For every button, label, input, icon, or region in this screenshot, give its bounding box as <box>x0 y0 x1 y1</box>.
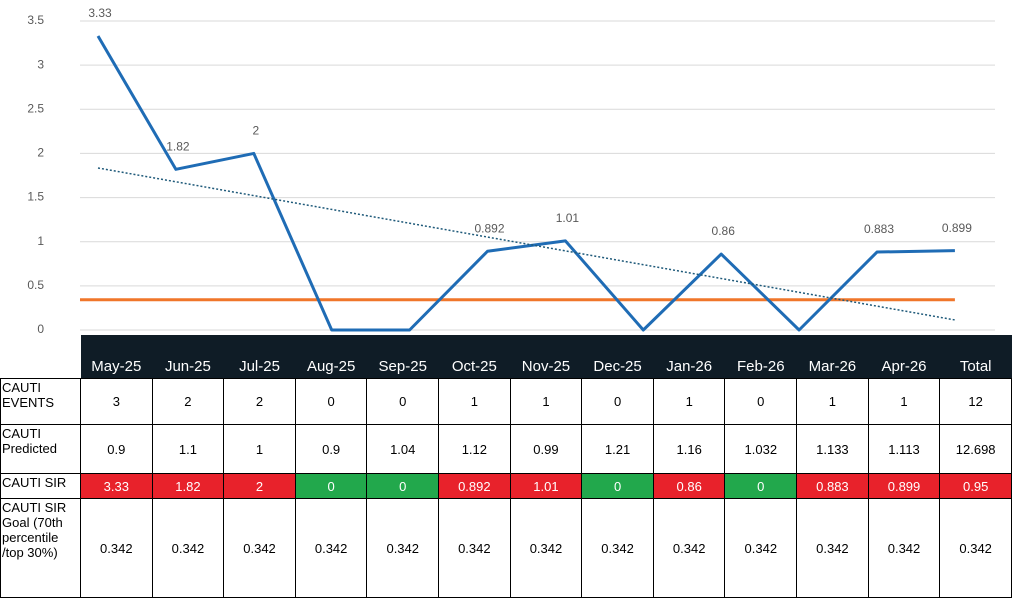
column-header: Oct-25 <box>438 335 511 379</box>
table-cell: 0.342 <box>223 498 296 598</box>
table-cell: 0.9 <box>80 424 153 474</box>
column-header: Feb-26 <box>724 335 797 379</box>
column-header: Jun-25 <box>152 335 224 379</box>
header-row: May-25 Jun-25 Jul-25 Aug-25 Sep-25 Oct-25 Nov-… <box>1 335 1012 379</box>
column-header: Jul-25 <box>223 335 296 379</box>
table-cell: 0.342 <box>939 498 1012 598</box>
y-tick-label: 2 <box>37 146 44 160</box>
series-line <box>96 35 955 332</box>
table-cell: 0.342 <box>796 498 869 598</box>
data-label: 0.899 <box>942 221 972 235</box>
table-cell: 0.342 <box>724 498 798 598</box>
table-cell: 1 <box>867 378 941 425</box>
column-header: Jan-26 <box>653 335 725 379</box>
table-row: CAUTI SIR 3.33 1.82 2 0 0 0.892 1.01 0 0.86 0 0.883… <box>0 473 1012 499</box>
table-cell: 0 <box>581 473 654 499</box>
row-label: CAUTI Predicted <box>0 424 81 474</box>
table-cell: 0.99 <box>509 424 583 474</box>
y-tick-label: 1.5 <box>27 190 44 204</box>
row-label: CAUTI SIR <box>0 473 81 499</box>
column-header: Dec-25 <box>581 335 654 379</box>
data-label: 1.01 <box>556 211 580 225</box>
column-header: Aug-25 <box>295 335 367 379</box>
table-cell: 12.698 <box>939 424 1012 474</box>
table-cell: 2 <box>223 378 296 425</box>
table-cell: 1.032 <box>724 424 798 474</box>
table-cell: 1 <box>509 378 583 425</box>
table-cell: 0.899 <box>867 473 941 499</box>
table-cell: 2 <box>151 378 225 425</box>
table-cell: 0.95 <box>939 473 1012 499</box>
table-cell: 0 <box>366 473 440 499</box>
table-cell: 0.86 <box>652 473 726 499</box>
y-tick-label: 2.5 <box>27 101 44 115</box>
table-cell: 0 <box>724 378 798 425</box>
column-header: Sep-25 <box>366 335 439 379</box>
table-cell: 0 <box>294 473 368 499</box>
table-cell: 1 <box>438 378 511 425</box>
data-label: 0.892 <box>474 221 504 235</box>
table-cell: 0.342 <box>581 498 654 598</box>
table-cell: 1.16 <box>652 424 726 474</box>
data-label: 3.33 <box>88 6 112 20</box>
column-header: Mar-26 <box>796 335 869 379</box>
table-cell: 0.342 <box>867 498 941 598</box>
table-cell: 1.12 <box>438 424 511 474</box>
table-row: CAUTI SIR Goal (70th percentile /top 30%… <box>0 498 1012 598</box>
chart: 0 0.5 1 1.5 2 2.5 3 3.5 3.33 1.82 2 0.892 1.01 0.86 0.… <box>27 6 995 336</box>
data-table: May-25 Jun-25 Jul-25 Aug-25 Sep-25 Oct-25 Nov-… <box>0 335 1012 598</box>
column-header: May-25 <box>80 335 153 379</box>
table-cell: 0.342 <box>509 498 583 598</box>
table-cell: 1.21 <box>581 424 654 474</box>
table-cell: 2 <box>223 473 296 499</box>
table-cell: 1 <box>652 378 726 425</box>
table-cell: 1.133 <box>796 424 869 474</box>
table-cell: 3 <box>80 378 153 425</box>
data-label: 0.86 <box>712 224 736 238</box>
table-cell: 0.342 <box>652 498 726 598</box>
table-cell: 0 <box>366 378 440 425</box>
table-cell: 1.1 <box>151 424 225 474</box>
y-tick-label: 3 <box>37 57 44 71</box>
table-cell: 0.342 <box>438 498 511 598</box>
column-header: Apr-26 <box>868 335 940 379</box>
row-label: CAUTI EVENTS <box>0 378 81 425</box>
y-tick-label: 1 <box>37 234 44 248</box>
data-label: 2 <box>252 124 259 138</box>
column-header: Total <box>939 335 1012 379</box>
table-cell: 0.892 <box>438 473 511 499</box>
y-tick-label: 0.5 <box>27 278 44 292</box>
table-cell: 0 <box>724 473 798 499</box>
column-header: Nov-25 <box>510 335 582 379</box>
table-cell: 0.342 <box>366 498 440 598</box>
table-cell: 0.9 <box>294 424 368 474</box>
table-cell: 1.04 <box>366 424 440 474</box>
table-cell: 1.82 <box>151 473 225 499</box>
table-cell: 1.01 <box>509 473 583 499</box>
table-cell: 0 <box>581 378 654 425</box>
y-tick-label: 3.5 <box>27 13 44 27</box>
data-label: 0.883 <box>864 222 894 236</box>
table-cell: 3.33 <box>80 473 153 499</box>
row-label: CAUTI SIR Goal (70th percentile /top 30%… <box>0 498 81 598</box>
table-cell: 1.113 <box>867 424 941 474</box>
table-cell: 0.883 <box>796 473 869 499</box>
table-row: CAUTI Predicted 0.9 1.1 1 0.9 1.04 1.12 0.99 1.2… <box>0 424 1012 474</box>
table-cell: 0 <box>294 378 368 425</box>
table-row: CAUTI EVENTS 3 2 2 0 0 1 1 0 1 0 1 1 12 <box>0 378 1012 425</box>
table-cell: 0.342 <box>151 498 225 598</box>
table-cell: 0.342 <box>294 498 368 598</box>
table-cell: 0.342 <box>80 498 153 598</box>
y-tick-label: 0 <box>37 322 44 336</box>
corner <box>1 335 81 379</box>
trendline <box>97 167 956 321</box>
table-cell: 12 <box>939 378 1012 425</box>
data-label: 1.82 <box>166 139 190 153</box>
table-cell: 1 <box>796 378 869 425</box>
table-cell: 1 <box>223 424 296 474</box>
